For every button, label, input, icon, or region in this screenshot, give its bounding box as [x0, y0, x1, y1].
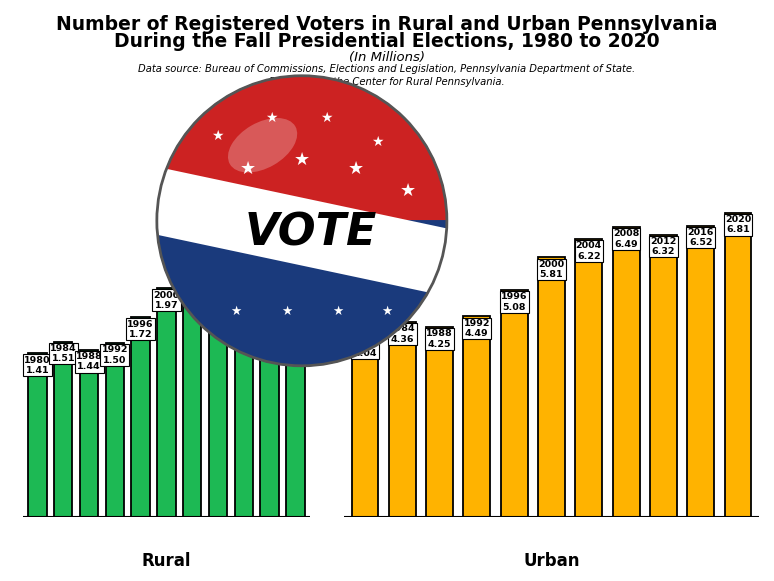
Text: 1988
4.25: 1988 4.25: [426, 329, 453, 349]
Bar: [389, 322, 416, 517]
Text: 2000
1.97: 2000 1.97: [153, 290, 180, 310]
Text: ★: ★: [399, 182, 416, 199]
Text: Number of Registered Voters in Rural and Urban Pennsylvania: Number of Registered Voters in Rural and…: [57, 15, 717, 34]
Bar: [464, 317, 490, 517]
Text: (In Millions): (In Millions): [349, 51, 425, 64]
Text: 2012
2.19: 2012 2.19: [231, 265, 257, 284]
Text: 1984
1.51: 1984 1.51: [50, 344, 77, 363]
Text: ★: ★: [230, 305, 241, 318]
Bar: [286, 252, 305, 517]
Bar: [575, 239, 602, 517]
Text: 2016
6.52: 2016 6.52: [687, 228, 714, 248]
Text: 2000
5.81: 2000 5.81: [539, 260, 564, 279]
Bar: [538, 257, 565, 517]
Text: 2016
2.20: 2016 2.20: [256, 264, 283, 283]
Bar: [613, 227, 639, 517]
Text: 2020
2.28: 2020 2.28: [283, 254, 309, 274]
Text: Urban: Urban: [523, 552, 580, 570]
Text: 1984
4.36: 1984 4.36: [389, 324, 416, 344]
Text: ★: ★: [348, 160, 365, 178]
Text: 1996
5.08: 1996 5.08: [501, 292, 527, 311]
Text: 2008
2.27: 2008 2.27: [205, 256, 231, 275]
Bar: [501, 290, 528, 517]
Text: 2004
6.22: 2004 6.22: [576, 241, 602, 261]
Text: ★: ★: [211, 129, 224, 143]
Bar: [650, 235, 676, 517]
Bar: [105, 343, 124, 517]
Bar: [687, 225, 714, 517]
Bar: [724, 213, 752, 517]
Text: ★: ★: [281, 305, 293, 318]
Text: 2008
6.49: 2008 6.49: [613, 229, 639, 249]
Bar: [209, 253, 228, 517]
Text: Prepared by the Center for Rural Pennsylvania.: Prepared by the Center for Rural Pennsyl…: [269, 77, 505, 87]
Bar: [28, 353, 46, 517]
Bar: [351, 336, 378, 517]
Text: ★: ★: [320, 111, 332, 125]
Text: During the Fall Presidential Elections, 1980 to 2020: During the Fall Presidential Elections, …: [115, 32, 659, 51]
Bar: [80, 350, 98, 517]
Text: ★: ★: [381, 305, 392, 318]
Text: Rural: Rural: [142, 552, 191, 570]
Text: ★: ★: [333, 305, 344, 318]
Polygon shape: [145, 167, 471, 299]
Wedge shape: [157, 221, 447, 366]
Bar: [235, 263, 253, 517]
Wedge shape: [157, 76, 447, 221]
Text: 1996
1.72: 1996 1.72: [128, 320, 154, 339]
Text: 1980
1.41: 1980 1.41: [24, 356, 50, 375]
Bar: [260, 261, 279, 517]
Text: 1980
4.04: 1980 4.04: [351, 339, 378, 358]
Bar: [426, 327, 453, 517]
Text: VOTE: VOTE: [245, 211, 377, 254]
Text: ★: ★: [294, 152, 310, 169]
Text: ★: ★: [372, 135, 384, 149]
Text: Data source: Bureau of Commissions, Elections and Legislation, Pennsylvania Depa: Data source: Bureau of Commissions, Elec…: [139, 64, 635, 74]
Text: 1992
4.49: 1992 4.49: [464, 318, 490, 338]
Text: ★: ★: [239, 160, 255, 178]
Bar: [183, 267, 201, 517]
Bar: [132, 317, 150, 517]
Text: ★: ★: [188, 182, 204, 199]
Text: 2020
6.81: 2020 6.81: [725, 215, 751, 234]
Text: 2012
6.32: 2012 6.32: [650, 237, 676, 256]
Ellipse shape: [228, 118, 297, 173]
Text: 2004
2.15: 2004 2.15: [179, 270, 205, 289]
Bar: [157, 288, 176, 517]
Text: 1988
1.44: 1988 1.44: [76, 352, 102, 371]
Text: ★: ★: [265, 111, 278, 125]
Text: 1992
1.50: 1992 1.50: [101, 345, 128, 364]
Bar: [54, 342, 73, 517]
